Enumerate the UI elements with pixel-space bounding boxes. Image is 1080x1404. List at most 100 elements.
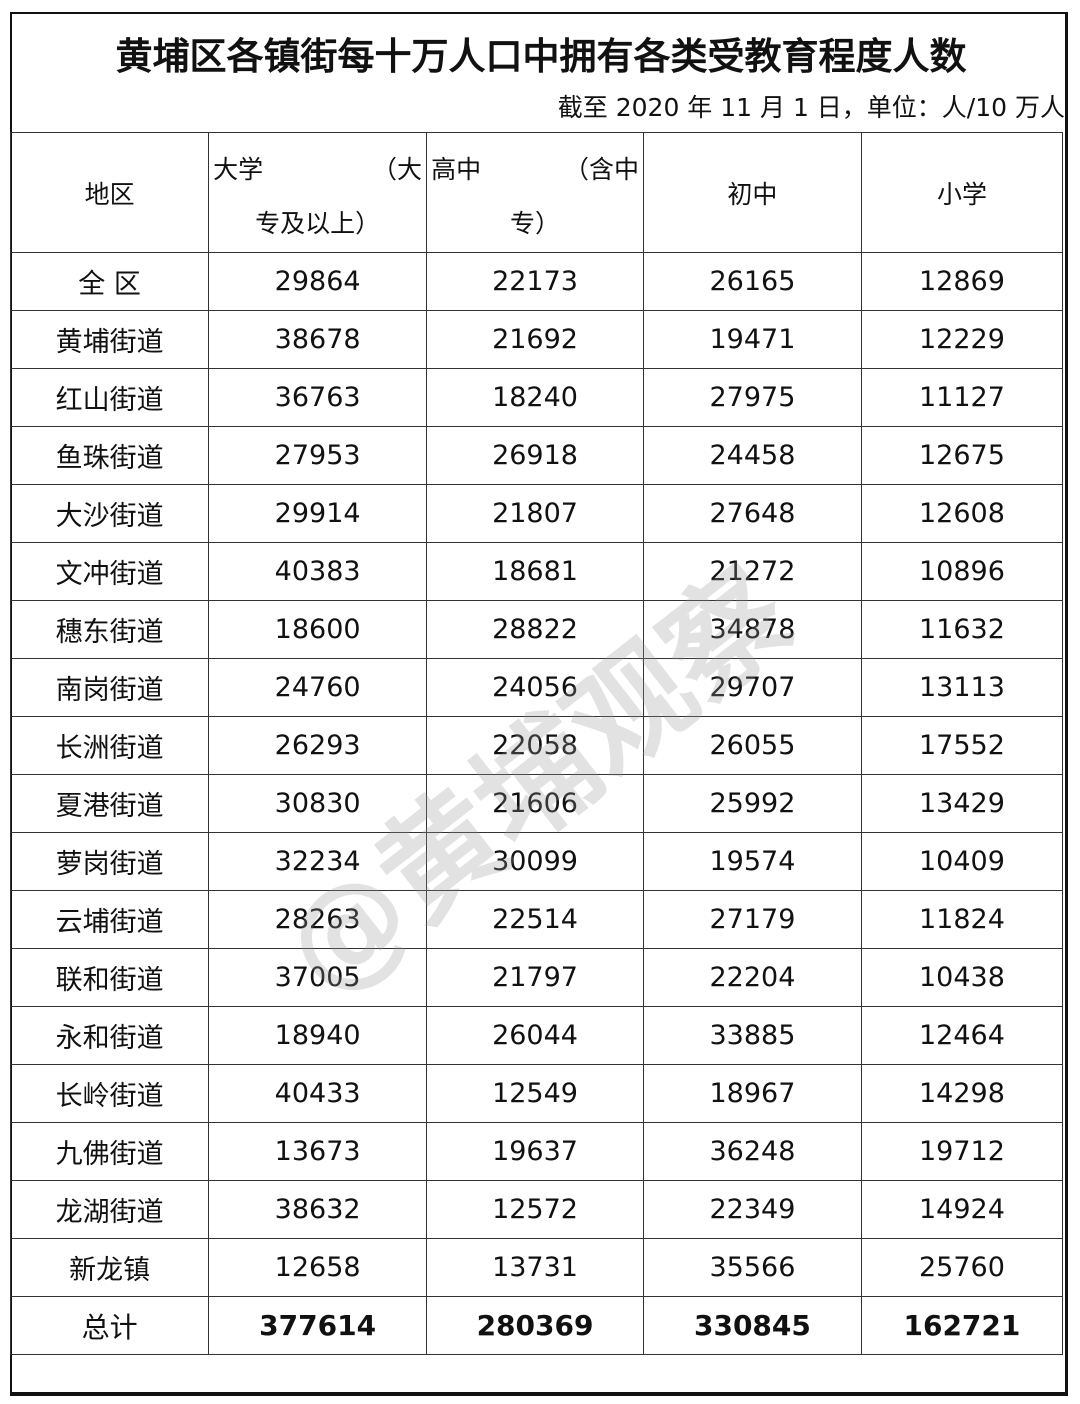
cell-primary: 10438 <box>860 948 1064 1007</box>
cell-university: 13673 <box>208 1122 428 1181</box>
cell-junior: 22349 <box>642 1180 862 1239</box>
cell-primary: 12675 <box>860 426 1064 485</box>
cell-highschool: 28822 <box>426 600 644 659</box>
cell-region: 夏港街道 <box>9 774 210 833</box>
cell-highschool: 12549 <box>426 1064 644 1123</box>
header-primary: 小学 <box>860 132 1064 253</box>
header-university-paren: （大 <box>372 154 423 184</box>
cell-primary: 14924 <box>860 1180 1064 1239</box>
cell-region: 联和街道 <box>9 948 210 1007</box>
cell-junior: 34878 <box>642 600 862 659</box>
table-row: 黄埔街道 38678 21692 19471 12229 <box>9 310 1064 369</box>
cell-primary: 25760 <box>860 1238 1064 1297</box>
cell-region: 红山街道 <box>9 368 210 427</box>
cell-region: 永和街道 <box>9 1006 210 1065</box>
cell-primary: 10896 <box>860 542 1064 601</box>
cell-highschool: 22173 <box>426 252 644 311</box>
cell-primary: 11632 <box>860 600 1064 659</box>
cell-primary: 11127 <box>860 368 1064 427</box>
cell-junior: 26055 <box>642 716 862 775</box>
cell-region: 总计 <box>9 1296 210 1355</box>
cell-university: 18940 <box>208 1006 428 1065</box>
cell-junior: 36248 <box>642 1122 862 1181</box>
cell-junior: 25992 <box>642 774 862 833</box>
subtitle: 截至 2020 年 11 月 1 日，单位：人/10 万人 <box>557 93 1065 122</box>
cell-university: 36763 <box>208 368 428 427</box>
cell-region: 文冲街道 <box>9 542 210 601</box>
cell-university: 32234 <box>208 832 428 891</box>
cell-university: 377614 <box>208 1296 428 1355</box>
cell-region: 云埔街道 <box>9 890 210 949</box>
cell-primary: 12869 <box>860 252 1064 311</box>
cell-university: 37005 <box>208 948 428 1007</box>
cell-primary: 162721 <box>860 1296 1064 1355</box>
cell-junior: 27648 <box>642 484 862 543</box>
cell-region: 九佛街道 <box>9 1122 210 1181</box>
table-row: 红山街道 36763 18240 27975 11127 <box>9 368 1064 427</box>
cell-university: 24760 <box>208 658 428 717</box>
cell-university: 26293 <box>208 716 428 775</box>
cell-region: 黄埔街道 <box>9 310 210 369</box>
header-row: 地区 大学 （大 专及以上） 高中 （含中 专） 初中 小学 <box>9 132 1064 253</box>
cell-highschool: 21606 <box>426 774 644 833</box>
cell-region: 萝岗街道 <box>9 832 210 891</box>
document-frame: 黄埔区各镇街每十万人口中拥有各类受教育程度人数 截至 2020 年 11 月 1… <box>9 12 1068 1396</box>
header-junior: 初中 <box>642 132 862 253</box>
cell-highschool: 22058 <box>426 716 644 775</box>
cell-university: 38632 <box>208 1180 428 1239</box>
cell-primary: 10409 <box>860 832 1064 891</box>
table-row: 九佛街道 13673 19637 36248 19712 <box>9 1122 1064 1181</box>
total-row: 总计 377614 280369 330845 162721 <box>9 1296 1064 1355</box>
cell-junior: 22204 <box>642 948 862 1007</box>
cell-primary: 13113 <box>860 658 1064 717</box>
table-row: 联和街道 37005 21797 22204 10438 <box>9 948 1064 1007</box>
header-university-label: 大学 <box>213 154 264 184</box>
table-row: 大沙街道 29914 21807 27648 12608 <box>9 484 1064 543</box>
cell-highschool: 30099 <box>426 832 644 891</box>
cell-primary: 19712 <box>860 1122 1064 1181</box>
cell-highschool: 13731 <box>426 1238 644 1297</box>
cell-junior: 35566 <box>642 1238 862 1297</box>
cell-university: 27953 <box>208 426 428 485</box>
cell-highschool: 26918 <box>426 426 644 485</box>
cell-highschool: 22514 <box>426 890 644 949</box>
cell-region: 龙湖街道 <box>9 1180 210 1239</box>
cell-junior: 33885 <box>642 1006 862 1065</box>
table-row: 云埔街道 28263 22514 27179 11824 <box>9 890 1064 949</box>
cell-highschool: 18240 <box>426 368 644 427</box>
cell-junior: 21272 <box>642 542 862 601</box>
cell-primary: 13429 <box>860 774 1064 833</box>
cell-primary: 11824 <box>860 890 1064 949</box>
cell-junior: 29707 <box>642 658 862 717</box>
cell-university: 28263 <box>208 890 428 949</box>
cell-junior: 27975 <box>642 368 862 427</box>
cell-junior: 24458 <box>642 426 862 485</box>
cell-junior: 19471 <box>642 310 862 369</box>
header-highschool: 高中 （含中 专） <box>426 132 644 253</box>
cell-region: 长洲街道 <box>9 716 210 775</box>
cell-region: 鱼珠街道 <box>9 426 210 485</box>
table-row: 穗东街道 18600 28822 34878 11632 <box>9 600 1064 659</box>
cell-university: 29914 <box>208 484 428 543</box>
cell-highschool: 26044 <box>426 1006 644 1065</box>
cell-university: 38678 <box>208 310 428 369</box>
cell-university: 12658 <box>208 1238 428 1297</box>
page-title: 黄埔区各镇街每十万人口中拥有各类受教育程度人数 <box>115 35 967 78</box>
cell-region: 穗东街道 <box>9 600 210 659</box>
cell-region: 南岗街道 <box>9 658 210 717</box>
header-highschool-label: 高中 <box>431 154 482 184</box>
table-row: 永和街道 18940 26044 33885 12464 <box>9 1006 1064 1065</box>
cell-region: 大沙街道 <box>9 484 210 543</box>
cell-highschool: 21692 <box>426 310 644 369</box>
table-row: 夏港街道 30830 21606 25992 13429 <box>9 774 1064 833</box>
table-row: 全 区 29864 22173 26165 12869 <box>9 252 1064 311</box>
cell-highschool: 21807 <box>426 484 644 543</box>
cell-university: 18600 <box>208 600 428 659</box>
cell-region: 全 区 <box>9 252 210 311</box>
cell-university: 29864 <box>208 252 428 311</box>
table-row: 新龙镇 12658 13731 35566 25760 <box>9 1238 1064 1297</box>
cell-university: 30830 <box>208 774 428 833</box>
cell-region: 新龙镇 <box>9 1238 210 1297</box>
table-row: 长岭街道 40433 12549 18967 14298 <box>9 1064 1064 1123</box>
table-row: 南岗街道 24760 24056 29707 13113 <box>9 658 1064 717</box>
